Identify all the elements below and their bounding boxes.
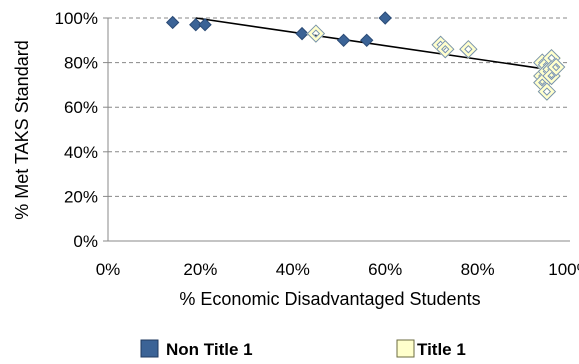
x-tick-label: 40% [276, 260, 310, 279]
data-point-non-title-1 [360, 33, 374, 48]
trendline-segment [195, 17, 548, 71]
legend: Non Title 1 Title 1 [140, 339, 466, 359]
data-point-title-1 [306, 24, 326, 44]
data-point-non-title-1 [165, 15, 180, 30]
data-point-title-1-inner [464, 45, 473, 54]
y-tick-label: 40% [64, 143, 98, 162]
data-point-non-title-1 [189, 17, 203, 32]
x-tick-label: 100% [548, 260, 579, 279]
y-tick-label: 60% [64, 98, 98, 117]
data-point-title-1 [435, 39, 455, 59]
x-tick-labels: 0% 20% 40% 60% 80% 100% [96, 260, 579, 279]
legend-label-non-title-1: Non Title 1 [166, 340, 253, 359]
x-tick-label: 20% [183, 260, 217, 279]
y-tick-label: 0% [73, 232, 98, 251]
data-point-title-1-inner [542, 87, 552, 96]
legend-label-title-1: Title 1 [417, 340, 466, 359]
data-point-title-1 [546, 57, 566, 77]
gridlines [108, 17, 570, 197]
legend-item-title-1: Title 1 [396, 339, 466, 359]
y-tick-label: 20% [64, 187, 98, 206]
data-points [165, 11, 566, 102]
data-point-title-1-outline [542, 60, 561, 79]
data-point-non-title-1 [295, 26, 309, 41]
data-point-non-title-1 [198, 17, 212, 32]
data-point-title-1-inner [311, 29, 321, 38]
axes [103, 17, 570, 242]
data-point-title-1-inner [547, 71, 556, 81]
data-point-title-1-outline [537, 82, 557, 101]
y-tick-labels: 0% 20% 40% 60% 80% 100% [55, 9, 98, 251]
data-point-title-1 [537, 82, 557, 102]
data-point-title-1-inner [441, 45, 450, 54]
y-tick-label: 100% [55, 9, 98, 28]
y-tick-label: 80% [64, 54, 98, 73]
data-point-title-1-outline [547, 57, 566, 77]
data-point-title-1-outline [459, 40, 478, 59]
legend-item-non-title-1: Non Title 1 [140, 339, 253, 359]
data-point-title-1 [458, 39, 478, 59]
x-tick-label: 80% [461, 260, 495, 279]
data-point-title-1-outline [306, 24, 326, 43]
data-point-non-title-1 [336, 33, 351, 48]
trendline [195, 17, 548, 71]
legend-swatch-non-title-1 [140, 339, 159, 358]
x-tick-label: 0% [96, 260, 121, 279]
data-point-non-title-1 [378, 11, 392, 25]
legend-swatch-title-1 [396, 339, 415, 358]
data-point-title-1-inner [552, 62, 561, 72]
x-tick-label: 60% [368, 260, 402, 279]
y-axis-label: % Met TAKS Standard [12, 40, 32, 219]
data-point-title-1-inner [538, 78, 547, 87]
data-point-title-1-outline [436, 40, 455, 59]
x-axis-label: % Economic Disadvantaged Students [179, 289, 480, 309]
